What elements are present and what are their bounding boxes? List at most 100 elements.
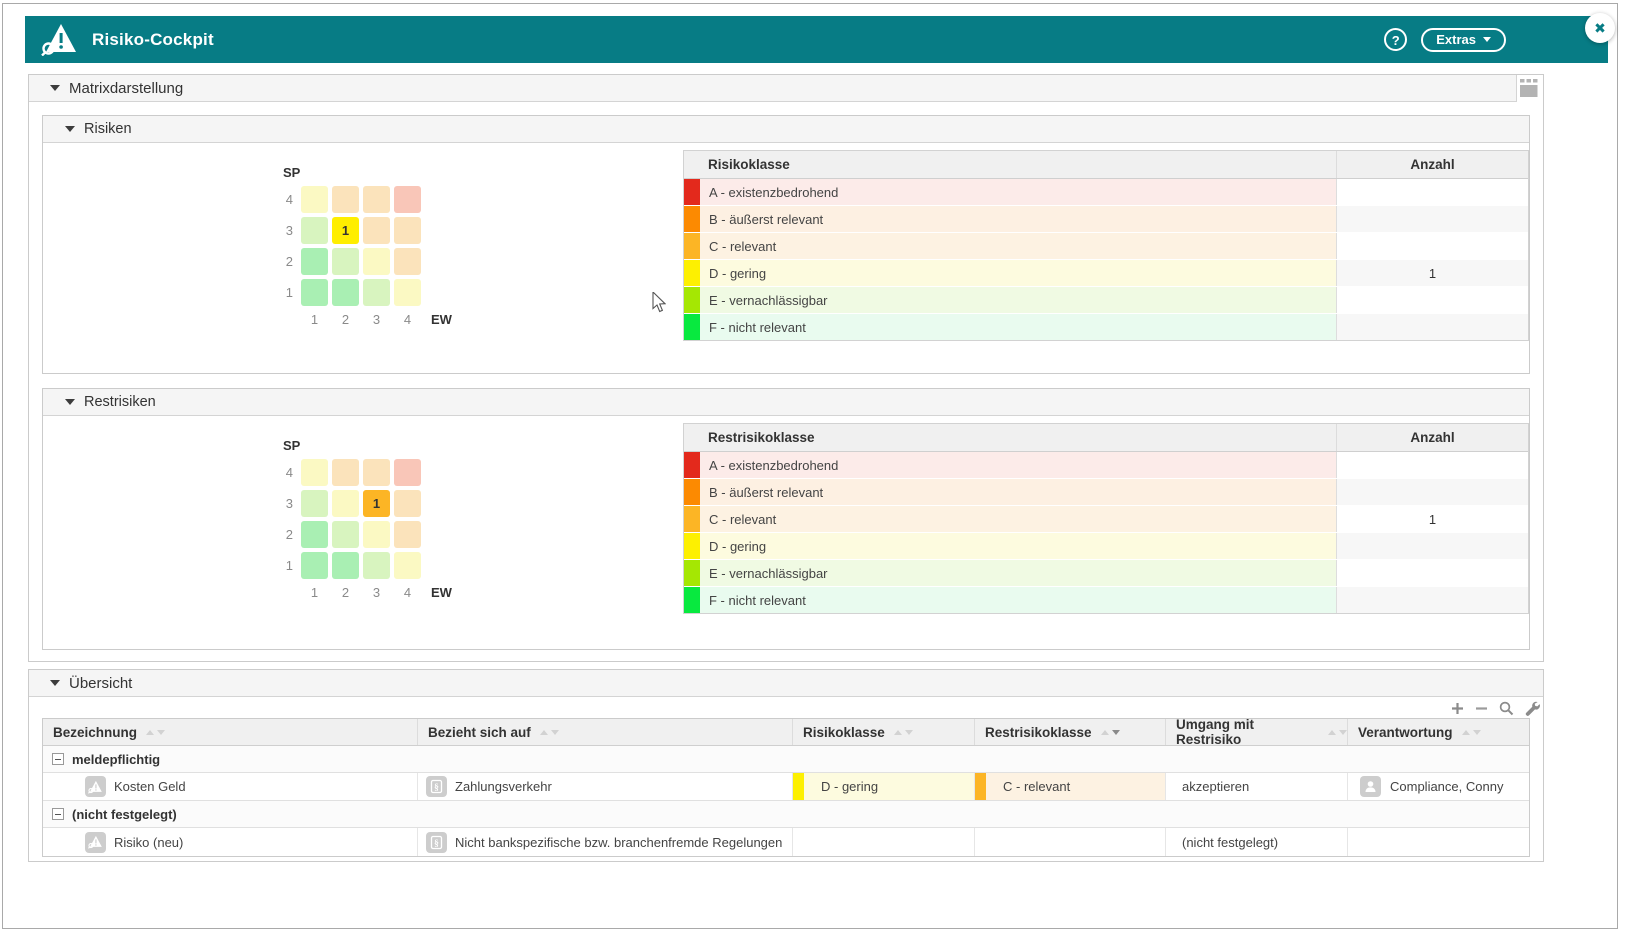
- risk-class-label: F - nicht relevant: [709, 319, 806, 335]
- matrix-cell: [363, 459, 390, 486]
- restrisiken-title: Restrisiken: [84, 394, 156, 410]
- risk-count-cell: [1336, 533, 1528, 559]
- column-header-label: Umgang mit Restrisiko: [1176, 717, 1255, 747]
- matrix-row-label: 4: [285, 192, 293, 207]
- risk-class-row: B - äußerst relevant: [684, 479, 1528, 506]
- sort-icons[interactable]: [1461, 729, 1481, 735]
- risikoklasse-cell: D - gering: [793, 773, 975, 800]
- matrix-cell: [301, 248, 328, 275]
- risk-class-row: F - nicht relevant: [684, 314, 1528, 340]
- uebersicht-header[interactable]: Übersicht: [29, 670, 1543, 697]
- sort-desc-icon: [157, 729, 166, 735]
- restrisikoklasse-cell: C - relevant: [975, 773, 1166, 800]
- risk-count-cell: 1: [1336, 260, 1528, 286]
- bezeichnung-cell: Risiko (neu): [43, 828, 418, 856]
- risk-class-row: E - vernachlässigbar: [684, 560, 1528, 587]
- risk-class-label: B - äußerst relevant: [709, 211, 824, 227]
- matrix-cell: [363, 217, 390, 244]
- risk-class-row: C - relevant: [684, 233, 1528, 260]
- risk-class-color-bar: [684, 314, 700, 340]
- risk-class-row: E - vernachlässigbar: [684, 287, 1528, 314]
- matrix-col-labels: 1 2 3 4 EW: [301, 312, 452, 327]
- risk-class-color-bar: [684, 479, 700, 505]
- extras-button[interactable]: Extras: [1421, 27, 1506, 52]
- column-header-5[interactable]: Umgang mit Restrisiko: [1166, 717, 1348, 747]
- matrixdarstellung-header[interactable]: Matrixdarstellung: [29, 75, 1516, 102]
- matrix-cell: [363, 248, 390, 275]
- matrix-cell: [332, 279, 359, 306]
- collapse-group-icon[interactable]: [52, 808, 64, 820]
- collapse-group-icon[interactable]: [52, 753, 64, 765]
- bezieht-sich-auf-label: Nicht bankspezifische bzw. branchenfremd…: [455, 834, 783, 850]
- table-row[interactable]: Risiko (neu) § Nicht bankspezifische bzw. …: [43, 828, 1529, 856]
- matrix-row-label: 1: [285, 558, 293, 573]
- risk-class-row: B - äußerst relevant: [684, 206, 1528, 233]
- risk-class-color-bar: [684, 287, 700, 313]
- risk-class-color-bar: [975, 773, 986, 800]
- restrisiken-header[interactable]: Restrisiken: [43, 389, 1529, 416]
- sort-icons[interactable]: [539, 729, 559, 735]
- column-header-6[interactable]: Verantwortung: [1348, 719, 1529, 745]
- matrix-cell: [394, 552, 421, 579]
- matrix-cell: [332, 248, 359, 275]
- class-table-header: Restrisikoklasse Anzahl: [684, 424, 1528, 452]
- risk-class-label: D - gering: [709, 265, 767, 281]
- group-row-label: meldepflichtig: [72, 751, 161, 767]
- matrix-cell: [394, 217, 421, 244]
- risk-count-cell: [1336, 314, 1528, 340]
- search-icon[interactable]: [1499, 701, 1514, 716]
- sort-icons[interactable]: [146, 729, 166, 735]
- help-button[interactable]: ?: [1384, 28, 1408, 51]
- risiken-header[interactable]: Risiken: [43, 116, 1529, 143]
- remove-row-button[interactable]: [1475, 702, 1488, 715]
- matrix-cell: [301, 186, 328, 213]
- class-table-header: Risikoklasse Anzahl: [684, 151, 1528, 179]
- count-column-header: Anzahl: [1336, 151, 1528, 178]
- risk-class-color-bar: [684, 506, 700, 532]
- class-column-header: Restrisikoklasse: [708, 430, 815, 445]
- risk-cockpit-logo-icon: [41, 23, 79, 56]
- column-header-3[interactable]: Risikoklasse: [793, 719, 975, 745]
- settings-wrench-icon[interactable]: [1525, 701, 1540, 716]
- matrix-row-label: 2: [285, 254, 293, 269]
- bezeichnung-label: Kosten Geld: [114, 779, 186, 794]
- matrix-y-axis-label: SP: [283, 165, 301, 180]
- matrixdarstellung-title: Matrixdarstellung: [69, 79, 184, 97]
- matrix-row-label: 2: [285, 527, 293, 542]
- bezieht-sich-auf-cell: § Nicht bankspezifische bzw. branchenfrem…: [418, 828, 793, 856]
- risikoklasse-table: Risikoklasse Anzahl A - existenzbedrohend B…: [683, 150, 1529, 341]
- column-header-4[interactable]: Restrisikoklasse: [975, 719, 1166, 745]
- risk-class-color-bar: [684, 533, 700, 559]
- risiken-title: Risiken: [84, 121, 132, 137]
- sort-asc-icon: [1100, 729, 1109, 735]
- sort-icons[interactable]: [1100, 729, 1120, 735]
- panel-layout-button[interactable]: [1516, 75, 1543, 102]
- table-row[interactable]: Kosten Geld § Zahlungsverkehr D - gering C -…: [43, 773, 1529, 801]
- uebersicht-toolbar: [29, 697, 1543, 718]
- column-header-label: Verantwortung: [1358, 724, 1453, 740]
- risk-class-row: C - relevant 1: [684, 506, 1528, 533]
- sort-asc-icon: [1461, 729, 1470, 735]
- risk-count-cell: [1336, 560, 1528, 586]
- risk-class-color-bar: [684, 179, 700, 205]
- add-row-button[interactable]: [1451, 702, 1464, 715]
- matrix-cell: 1: [332, 217, 359, 244]
- app-window: Risiko-Cockpit ? Extras ✖ Matrixdarstell…: [2, 3, 1618, 929]
- sort-icons[interactable]: [893, 729, 913, 735]
- bezeichnung-cell: Kosten Geld: [43, 773, 418, 800]
- risk-count-cell: [1336, 479, 1528, 505]
- sort-desc-icon: [1339, 729, 1347, 735]
- column-header-1[interactable]: Bezeichnung: [43, 719, 418, 745]
- column-header-label: Risikoklasse: [803, 724, 885, 740]
- matrix-cell: [332, 459, 359, 486]
- matrixdarstellung-panel: Matrixdarstellung Risiken: [28, 74, 1544, 662]
- risk-class-color-bar: [684, 587, 700, 613]
- matrix-col-label: 3: [372, 585, 381, 600]
- count-column-header: Anzahl: [1336, 424, 1528, 451]
- umgang-cell: akzeptieren: [1166, 773, 1348, 800]
- matrix-cell: 1: [363, 490, 390, 517]
- close-button[interactable]: ✖: [1585, 13, 1615, 43]
- matrix-cell: [332, 490, 359, 517]
- sort-icons[interactable]: [1328, 729, 1347, 735]
- column-header-2[interactable]: Bezieht sich auf: [418, 719, 793, 745]
